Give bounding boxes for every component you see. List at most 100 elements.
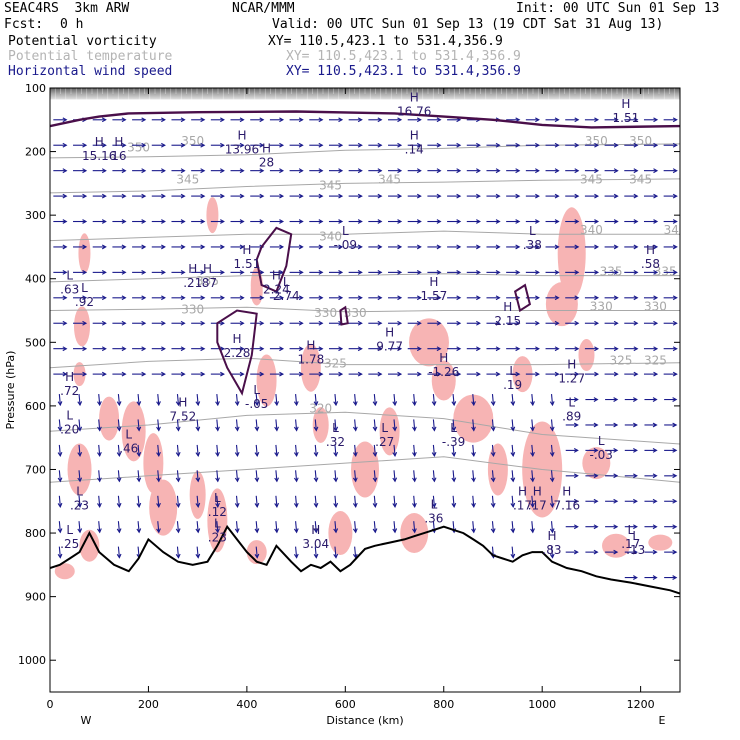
wind-vector: [275, 521, 278, 533]
wind-vector-head: [234, 451, 240, 458]
wind-vector-head: [377, 371, 383, 377]
wind-vector-head: [392, 451, 398, 458]
x-tick-label: 800: [433, 698, 454, 711]
pv-high-value: .14: [405, 143, 424, 157]
wind-vector-head: [274, 401, 280, 407]
wind-vector-head: [594, 142, 600, 148]
wind-vector-head: [259, 193, 265, 199]
wind-vector-head: [613, 473, 619, 479]
wind-vector-head: [121, 320, 127, 326]
wind-vector: [235, 419, 239, 431]
wind-vector-head: [357, 219, 363, 224]
wind-vector-head: [672, 244, 678, 250]
wind-vector: [275, 393, 278, 406]
wind-vector-head: [161, 193, 166, 199]
wind-vector-head: [298, 270, 304, 275]
wind-vector: [58, 521, 61, 533]
wind-vector-head: [97, 528, 102, 534]
pv-low-value: .38: [523, 238, 542, 252]
wind-vector: [472, 419, 475, 431]
theta-label: 345: [378, 172, 401, 186]
wind-vector-head: [239, 244, 245, 250]
center-name: NCAR/MMM: [232, 1, 295, 16]
x-tick-label: 1200: [627, 698, 655, 711]
wind-vector-head: [116, 502, 122, 508]
wind-vector: [393, 521, 396, 533]
wind-vector-head: [259, 168, 265, 174]
wind-vector: [176, 393, 180, 406]
theta-label: 330: [344, 306, 367, 320]
wind-vector-head: [82, 320, 88, 326]
wind-vector-head: [397, 117, 403, 123]
wind-vector-head: [121, 346, 127, 352]
wind-vector-head: [293, 401, 299, 407]
wind-vector-head: [77, 451, 83, 458]
wind-vector-head: [593, 473, 599, 479]
wind-vector-head: [653, 244, 659, 250]
wind-vector: [413, 495, 416, 507]
wind-vector-head: [613, 219, 619, 224]
wind-vector-head: [397, 168, 403, 174]
wind-vector-head: [653, 193, 659, 199]
pv-fill-patch: [431, 360, 456, 401]
wind-vector-head: [136, 426, 142, 432]
pv-high-marker: H: [429, 275, 438, 289]
wind-vector: [78, 393, 81, 406]
wind-vector-head: [180, 142, 186, 148]
pv-high-marker: H: [533, 485, 542, 499]
pv-high-marker: H: [242, 243, 251, 257]
wind-vector-head: [121, 295, 127, 301]
wind-vector-head: [234, 426, 240, 432]
wind-vector-head: [672, 473, 678, 479]
wind-vector-head: [633, 270, 639, 275]
wind-vector: [117, 495, 120, 507]
pv-low-value: -.05: [245, 397, 268, 411]
wind-vector-head: [101, 117, 107, 123]
wind-vector-head: [652, 448, 658, 453]
pv-fill-patch: [648, 534, 673, 551]
wind-vector-head: [672, 524, 678, 530]
wind-vector-head: [254, 426, 260, 432]
wind-vector: [393, 419, 396, 431]
wind-vector: [432, 470, 435, 482]
wind-vector: [334, 393, 337, 406]
wind-vector-head: [57, 426, 63, 432]
wind-vector-head: [180, 295, 186, 301]
theta-contour: [50, 273, 680, 283]
wind-vector-head: [293, 451, 299, 458]
pv-low-marker: L: [529, 224, 536, 238]
wind-vector-head: [239, 168, 245, 174]
wind-vector-head: [554, 142, 560, 148]
pv-high-marker: H: [237, 129, 246, 143]
wind-vector-head: [510, 502, 516, 508]
wind-vector-head: [476, 244, 481, 250]
pv-high-value: 13.96: [225, 143, 259, 157]
wind-vector-head: [510, 477, 516, 483]
wind-vector-head: [338, 193, 344, 199]
wind-vector-head: [141, 142, 147, 148]
wind-vector-head: [318, 219, 324, 224]
wind-vector-head: [672, 168, 678, 174]
wind-vector-head: [633, 448, 638, 453]
pv-high-marker: H: [410, 90, 419, 104]
plot-frame: [49, 87, 681, 693]
wind-vector-head: [431, 477, 437, 483]
pv-low-value: -.39: [442, 435, 465, 449]
wind-vector: [432, 419, 435, 431]
y-tick-label: 300: [25, 209, 46, 222]
wind-vector-head: [195, 451, 201, 458]
pv-high-value: .72: [60, 384, 79, 398]
wind-vector-head: [259, 142, 265, 148]
wind-vector: [275, 419, 278, 431]
wind-vector: [58, 546, 61, 558]
wind-vector: [354, 521, 357, 533]
wind-vector-head: [338, 142, 344, 148]
wind-vector-head: [613, 448, 619, 453]
wind-vector-head: [574, 142, 580, 148]
wind-vector-head: [239, 320, 245, 326]
wind-vector: [196, 419, 199, 431]
wind-vector: [157, 444, 160, 456]
wind-vector-head: [279, 219, 285, 224]
wind-vector-head: [82, 244, 88, 250]
wind-vector-head: [451, 477, 457, 483]
